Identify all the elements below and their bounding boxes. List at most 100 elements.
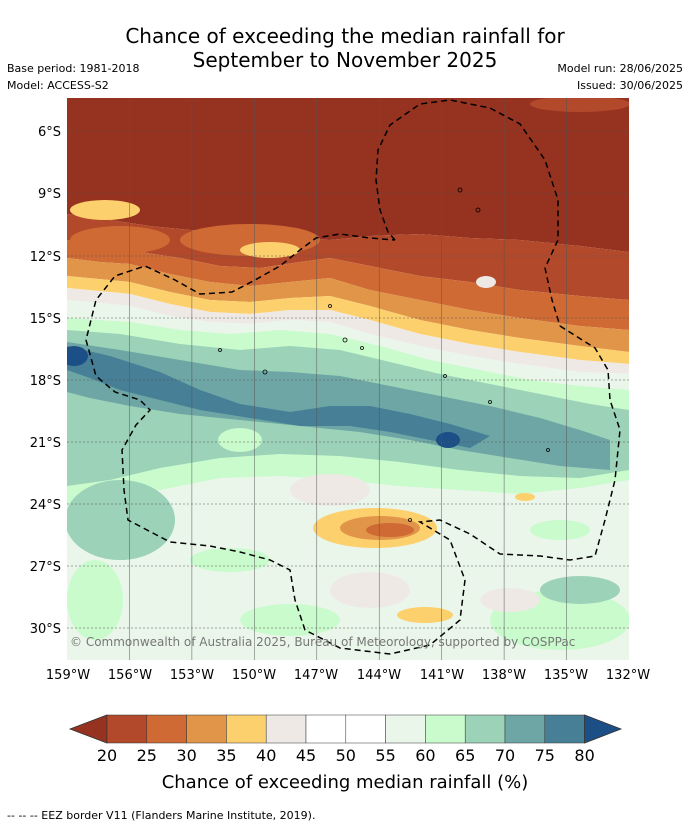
blob-green-8 [530, 520, 590, 540]
island [457, 187, 463, 193]
island [360, 346, 364, 350]
lat-label-9s: 9°S [38, 187, 61, 202]
zone-35-40 [67, 276, 629, 364]
lon-label-135w: 135°W [544, 668, 588, 683]
lat-label-27s: 27°S [30, 560, 61, 575]
eez-border-frenchpolynesia [85, 233, 621, 655]
blob-beige-1 [290, 474, 370, 506]
island [546, 448, 550, 452]
meta-right: Model run: 28/06/2025 Issued: 30/06/2025 [557, 60, 683, 94]
colorbar-tick-75: 75 [535, 746, 555, 765]
colorbar-tick-30: 30 [176, 746, 196, 765]
model-run: Model run: 28/06/2025 [557, 62, 683, 75]
island [408, 518, 412, 522]
eez-border-marquesas [375, 99, 561, 327]
zone-lt20 [67, 98, 629, 252]
colorbar-bin-25-30 [146, 714, 187, 744]
colorbar-bin-75-80 [544, 714, 585, 744]
model-name: Model: ACCESS-S2 [7, 79, 109, 92]
colorbar-bin-60-65 [425, 714, 466, 744]
zone-gt80-left [67, 346, 88, 366]
blob-green-6 [240, 604, 340, 636]
lon-label-159w: 159°W [46, 668, 90, 683]
blob-white-right [476, 276, 496, 288]
lon-axis: 159°W 156°W 153°W 150°W 147°W 144°W 141°… [46, 668, 650, 683]
islands [218, 187, 550, 522]
colorbar-tick-35: 35 [216, 746, 236, 765]
zone-gt80-right [436, 432, 460, 448]
blob-green-5 [540, 576, 620, 604]
colorbar-title: Chance of exceeding median rainfall (%) [162, 772, 529, 793]
blob-yellow-south3 [515, 493, 535, 501]
colorbar-tick-55: 55 [375, 746, 395, 765]
island [262, 369, 268, 375]
colorbar-tick-65: 65 [455, 746, 475, 765]
colorbar: 20 25 30 35 40 45 50 55 60 65 70 75 80 C… [68, 714, 623, 793]
eez-legend: -- -- -- EEZ border V11 (Flanders Marine… [7, 809, 316, 822]
blob-beige-2 [330, 572, 410, 608]
colorbar-tick-25: 25 [137, 746, 157, 765]
lon-label-156w: 156°W [108, 668, 152, 683]
colorbar-tick-20: 20 [97, 746, 117, 765]
title-line-2: September to November 2025 [192, 48, 498, 72]
lat-label-12s: 12°S [30, 250, 61, 265]
colorbar-bin-20-25 [106, 714, 148, 744]
lon-label-138w: 138°W [482, 668, 526, 683]
lat-label-30s: 30°S [30, 622, 61, 637]
lat-axis: 6°S 9°S 12°S 15°S 18°S 21°S 24°S 27°S 30… [30, 125, 61, 637]
colorbar-bin-55-60 [385, 714, 426, 744]
island [342, 337, 348, 343]
colorbar-arrow-high [584, 714, 623, 744]
colorbar-tick-50: 50 [336, 746, 356, 765]
lon-label-132w: 132°W [606, 668, 650, 683]
island [488, 400, 492, 404]
colorbar-bin-65-70 [464, 714, 506, 744]
colorbar-tick-70: 70 [495, 746, 515, 765]
blob-orange-top [530, 98, 629, 112]
blob-darkorange-south [366, 523, 414, 537]
map-grid [67, 98, 629, 660]
colorbar-tick-40: 40 [256, 746, 276, 765]
colorbar-bin-45-50 [305, 714, 347, 744]
colorbar-bin-35-40 [226, 714, 267, 744]
colorbar-tick-60: 60 [415, 746, 435, 765]
lon-label-150w: 150°W [232, 668, 276, 683]
blob-yellow-mid [240, 242, 300, 258]
colorbar-bin-40-45 [265, 714, 307, 744]
lon-label-147w: 147°W [294, 668, 338, 683]
blob-green-7 [190, 548, 270, 572]
island [218, 348, 222, 352]
lat-label-21s: 21°S [30, 436, 61, 451]
blob-yellow-left [70, 200, 140, 220]
zone-30-35 [67, 258, 629, 352]
blob-green-2 [67, 480, 175, 560]
colorbar-arrow-low [68, 714, 108, 744]
lat-label-6s: 6°S [38, 125, 61, 140]
island [475, 207, 481, 213]
blob-orange-left [70, 226, 170, 254]
blob-green-3 [67, 560, 123, 640]
lon-label-144w: 144°W [357, 668, 401, 683]
lat-label-15s: 15°S [30, 312, 61, 327]
lat-label-24s: 24°S [30, 498, 61, 513]
blob-yellow-south2 [397, 607, 453, 623]
zone-40-45 [67, 288, 629, 374]
island [328, 304, 332, 308]
lon-label-141w: 141°W [420, 668, 464, 683]
colorbar-bin-70-75 [504, 714, 546, 744]
colorbar-bin-30-35 [186, 714, 227, 744]
colorbar-bin-50-55 [345, 714, 386, 744]
meta-left: Base period: 1981-2018 Model: ACCESS-S2 [7, 60, 139, 94]
colorbar-tick-45: 45 [296, 746, 316, 765]
rainfall-map: © Commonwealth of Australia 2025, Bureau… [67, 98, 629, 660]
zone-75-80 [67, 346, 490, 448]
issued-date: Issued: 30/06/2025 [576, 79, 683, 92]
map-title: Chance of exceeding the median rainfall … [0, 24, 690, 72]
lat-label-18s: 18°S [30, 374, 61, 389]
blob-green-1 [218, 428, 262, 452]
lon-label-153w: 153°W [170, 668, 214, 683]
colorbar-tick-80: 80 [574, 746, 594, 765]
blob-beige-3 [480, 588, 540, 612]
copyright-notice: © Commonwealth of Australia 2025, Bureau… [70, 635, 575, 649]
base-period: Base period: 1981-2018 [7, 62, 140, 75]
